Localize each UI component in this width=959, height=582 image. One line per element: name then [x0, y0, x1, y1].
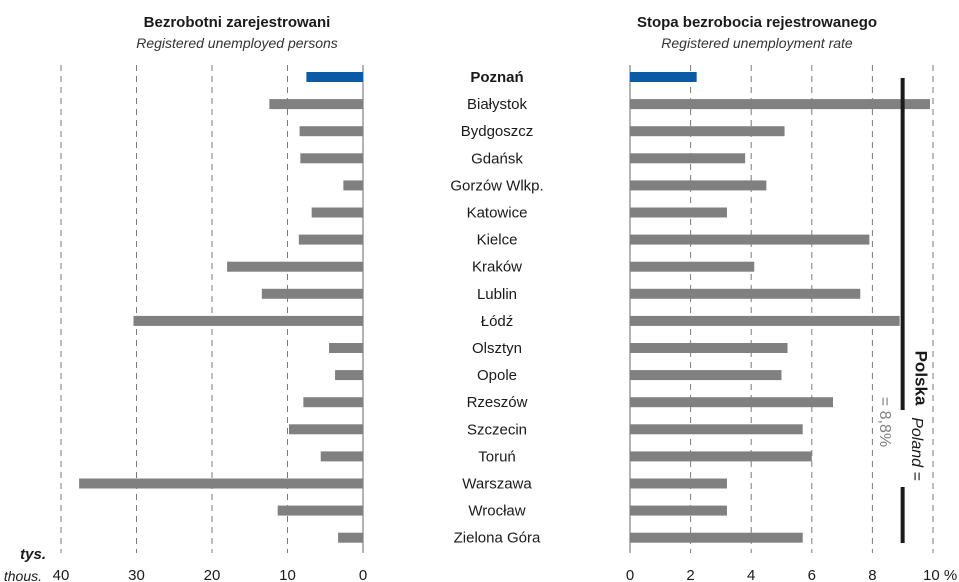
- right-chart-title: Stopa bezrobocia rejestrowanego: [637, 14, 877, 31]
- left-bar: [306, 72, 363, 82]
- right-bars: [630, 72, 930, 543]
- right-bar: [630, 72, 697, 82]
- left-bars: [79, 72, 364, 543]
- left-tick-labels: 40 30 20 10 0: [53, 567, 368, 582]
- left-tick-label: 0: [359, 567, 367, 582]
- right-tick-label: 0: [626, 567, 634, 582]
- left-bar: [298, 234, 363, 245]
- city-label: Łódź: [481, 313, 514, 330]
- left-bar: [133, 315, 363, 326]
- right-bar: [630, 370, 782, 381]
- city-label: Toruń: [478, 448, 516, 465]
- left-bar: [277, 505, 363, 516]
- poland-label-pl: Polska: [912, 351, 931, 406]
- city-label: Olsztyn: [472, 340, 522, 357]
- right-bar: [630, 397, 834, 408]
- city-label: Gdańsk: [471, 150, 523, 167]
- left-bar: [227, 261, 363, 272]
- city-label: Opole: [477, 367, 517, 384]
- right-tick-labels: 0 2 4 6 8 10 %: [626, 567, 957, 582]
- city-label: Poznań: [470, 69, 523, 86]
- unit-label-en: thous.: [4, 568, 42, 582]
- city-label: Białystok: [467, 96, 528, 113]
- left-chart-subtitle: Registered unemployed persons: [136, 35, 338, 51]
- city-label: Zielona Góra: [454, 530, 541, 547]
- poland-label-en: Poland =: [908, 417, 925, 481]
- city-label: Kraków: [472, 259, 522, 276]
- right-grid: [629, 65, 934, 553]
- left-bar: [311, 207, 363, 218]
- right-bar: [630, 153, 746, 164]
- left-bar: [303, 397, 363, 408]
- city-label: Wrocław: [468, 503, 525, 520]
- city-label: Warszawa: [462, 476, 532, 493]
- right-bar: [630, 207, 727, 218]
- right-bar: [630, 315, 900, 326]
- right-tick-label: 8: [868, 567, 876, 582]
- unit-label-pl: tys.: [20, 546, 46, 563]
- right-tick-label: 10 %: [923, 567, 957, 582]
- right-bar: [630, 343, 788, 353]
- right-tick-label: 6: [808, 567, 816, 582]
- right-tick-label: 4: [747, 567, 755, 582]
- left-tick-label: 40: [53, 567, 70, 582]
- city-label: Lublin: [477, 286, 517, 303]
- left-bar: [299, 126, 363, 137]
- right-bar: [630, 288, 861, 299]
- left-chart-title: Bezrobotni zarejestrowani: [144, 14, 331, 31]
- poland-average-label: Polska Poland = = 8,8%: [876, 351, 931, 481]
- city-label: Rzeszów: [467, 394, 528, 411]
- left-tick-label: 30: [128, 567, 145, 582]
- poland-label-value: = 8,8%: [876, 397, 893, 447]
- right-bar: [630, 261, 755, 272]
- city-label: Gorzów Wlkp.: [450, 177, 543, 194]
- city-labels: Poznań Białystok Bydgoszcz Gdańsk Gorzów Wlk…: [450, 69, 543, 547]
- left-bar: [300, 153, 363, 164]
- right-tick-label: 2: [686, 567, 694, 582]
- left-bar: [261, 288, 363, 299]
- right-bar: [630, 424, 803, 435]
- city-label: Kielce: [477, 232, 518, 249]
- left-bar: [343, 180, 363, 191]
- right-bar: [630, 478, 727, 489]
- right-chart-subtitle: Registered unemployment rate: [661, 35, 853, 51]
- right-bar: [630, 126, 785, 137]
- right-bar: [630, 99, 930, 110]
- left-tick-label: 20: [204, 567, 221, 582]
- city-label: Bydgoszcz: [461, 123, 534, 140]
- left-bar: [269, 99, 363, 110]
- right-bar: [630, 505, 727, 516]
- left-bar: [329, 343, 363, 353]
- right-bar: [630, 180, 767, 191]
- right-bar: [630, 234, 870, 245]
- left-bar: [320, 451, 363, 462]
- city-label: Katowice: [467, 205, 528, 222]
- right-bar: [630, 532, 803, 543]
- left-bar: [338, 532, 363, 543]
- left-bar: [335, 370, 363, 381]
- left-tick-label: 10: [279, 567, 296, 582]
- left-grid: [60, 65, 364, 553]
- right-bar: [630, 451, 812, 462]
- left-bar: [289, 424, 363, 435]
- city-label: Szczecin: [467, 421, 527, 438]
- left-bar: [79, 478, 364, 489]
